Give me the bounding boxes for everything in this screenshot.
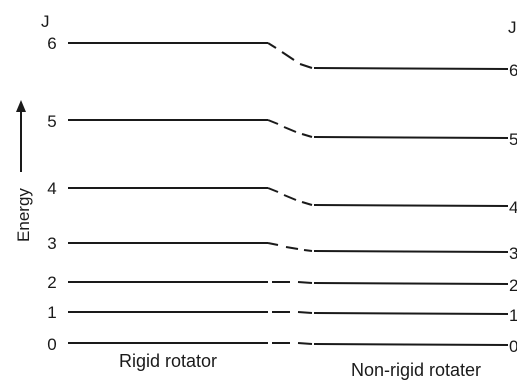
connector-3 <box>267 242 313 252</box>
nonrigid-level-3 <box>313 250 509 253</box>
nonrigid-rotator-caption: Non-rigid rotater <box>351 360 481 380</box>
connector-6 <box>267 42 313 69</box>
right-label-5: 5 <box>509 130 517 149</box>
connector-1 <box>272 311 313 314</box>
right-label-6: 6 <box>509 61 517 80</box>
connector-0 <box>272 342 313 345</box>
nonrigid-level-0 <box>313 343 509 346</box>
nonrigid-level-4 <box>313 204 509 207</box>
right-label-1: 1 <box>509 306 517 325</box>
energy-arrow-head <box>16 100 26 112</box>
left-label-3: 3 <box>47 234 56 253</box>
energy-axis-label: Energy <box>14 188 33 242</box>
nonrigid-level-5 <box>313 136 509 139</box>
left-j-label: J <box>41 12 50 31</box>
right-j-label: J <box>508 18 517 37</box>
left-label-1: 1 <box>47 303 56 322</box>
nonrigid-level-2 <box>313 282 509 285</box>
nonrigid-level-6 <box>313 67 509 70</box>
connector-5 <box>267 119 313 138</box>
left-label-2: 2 <box>47 273 56 292</box>
right-label-2: 2 <box>509 276 517 295</box>
left-label-0: 0 <box>47 335 56 354</box>
right-label-4: 4 <box>509 198 517 217</box>
left-label-5: 5 <box>47 112 56 131</box>
right-label-3: 3 <box>509 244 517 263</box>
left-label-4: 4 <box>47 179 56 198</box>
rigid-rotator-caption: Rigid rotator <box>119 351 217 371</box>
left-label-6: 6 <box>47 34 56 53</box>
connector-2 <box>272 281 313 284</box>
connector-4 <box>267 187 313 206</box>
nonrigid-level-1 <box>313 312 509 315</box>
right-label-0: 0 <box>509 337 517 356</box>
